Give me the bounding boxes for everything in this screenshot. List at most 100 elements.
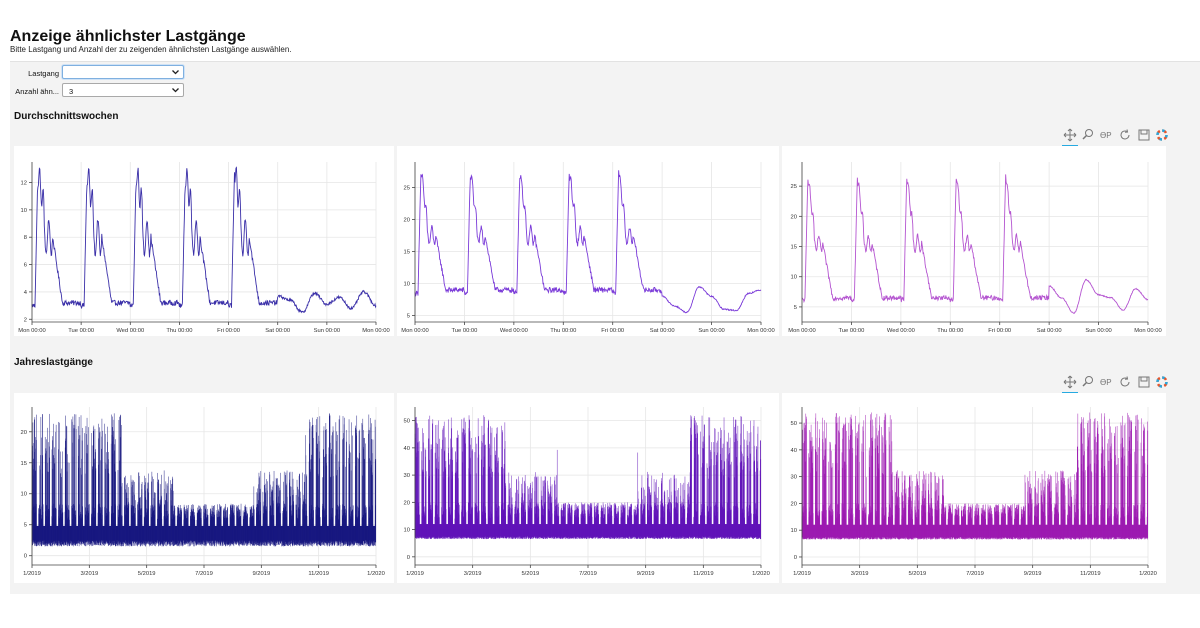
y-tick-label: 20 (21, 430, 27, 436)
x-tick-label: Mon 00:00 (1134, 328, 1161, 334)
x-tick-label: Sat 00:00 (650, 328, 675, 334)
x-tick-label: Thu 00:00 (550, 328, 576, 334)
week-chart-3-svg: 5 10 15 20 25 Mon 00:00 Tue 00:00 Wed 00:00 Thu … (788, 162, 1162, 334)
x-tick-label: Wed 00:00 (500, 328, 528, 334)
page-title: Anzeige ähnlichster Lastgänge (10, 28, 246, 45)
reset-tool[interactable] (1117, 127, 1133, 143)
x-tick-label: 1/2020 (367, 571, 385, 577)
x-tick-label: Wed 00:00 (116, 328, 144, 334)
y-tick-label: 6 (24, 263, 27, 269)
x-tick-label: 5/2019 (138, 571, 156, 577)
y-tick-label: 30 (404, 473, 410, 479)
y-tick-label: 10 (791, 275, 797, 281)
y-tick-label: 20 (791, 501, 797, 507)
x-tick-label: Tue 00:00 (838, 328, 864, 334)
year-chart-2[interactable]: 0 10 20 30 40 50 1/2019 3/2019 5/2019 7/2019 9/201… (397, 393, 779, 583)
box-zoom-icon (1082, 129, 1093, 140)
anzahl-select[interactable]: 3 (62, 83, 184, 97)
x-tick-label: 7/2019 (966, 571, 984, 577)
x-tick-label: Mon 00:00 (401, 328, 428, 334)
week-chart-2[interactable]: 5 10 15 20 25 Mon 00:00 Tue 00:00 Wed 00:00 Thu … (397, 146, 779, 336)
x-tick-label: 1/2019 (793, 571, 811, 577)
x-tick-label: Mon 00:00 (788, 328, 815, 334)
x-tick-label: Sun 00:00 (1085, 328, 1111, 334)
x-tick-label: 1/2019 (406, 571, 424, 577)
save-tool[interactable] (1136, 127, 1152, 143)
reset-tool[interactable] (1117, 374, 1133, 390)
x-tick-label: Thu 00:00 (937, 328, 963, 334)
y-tick-label: 25 (404, 186, 410, 192)
wheel-zoom-tool[interactable]: ƟP (1098, 374, 1114, 390)
y-tick-label: 20 (791, 214, 797, 220)
box-zoom-tool[interactable] (1080, 374, 1096, 390)
x-tick-label: 1/2020 (752, 571, 770, 577)
x-tick-label: 3/2019 (464, 571, 482, 577)
bokeh-logo-icon (1156, 376, 1168, 388)
page-subtitle: Bitte Lastgang und Anzahl der zu zeigend… (10, 45, 292, 54)
bokeh-logo[interactable] (1154, 127, 1170, 143)
y-tick-label: 25 (791, 184, 797, 190)
save-tool[interactable] (1136, 374, 1152, 390)
years-section-title: Jahreslastgänge (14, 357, 93, 368)
y-tick-label: 20 (404, 500, 410, 506)
wheel-zoom-tool[interactable]: ƟP (1098, 127, 1114, 143)
y-tick-label: 10 (791, 528, 797, 534)
box-zoom-tool[interactable] (1080, 127, 1096, 143)
y-tick-label: 50 (791, 421, 797, 427)
anzahl-select-value: 3 (69, 87, 74, 96)
wheel-zoom-icon: ƟP (1100, 378, 1112, 387)
y-tick-label: 30 (791, 475, 797, 481)
x-tick-label: Mon 00:00 (18, 328, 45, 334)
x-tick-label: Sun 00:00 (698, 328, 724, 334)
lastgang-label: Lastgang (28, 69, 59, 78)
year-chart-3[interactable]: 0 10 20 30 40 50 1/2019 3/2019 5/2019 7/2019 9/201… (782, 393, 1166, 583)
y-tick-label: 40 (791, 448, 797, 454)
x-tick-label: 11/2019 (1080, 571, 1101, 577)
week-chart-1-svg: 2 4 6 8 10 12 Mon 00:00 Tue 00:00 Wed 00:00 Thu 0… (18, 162, 390, 334)
chevron-down-icon (172, 70, 179, 75)
week-chart-2-svg: 5 10 15 20 25 Mon 00:00 Tue 00:00 Wed 00:00 Thu … (401, 162, 775, 334)
y-tick-label: 10 (404, 528, 410, 534)
pan-tool[interactable] (1062, 127, 1078, 147)
y-tick-label: 5 (407, 314, 410, 320)
y-tick-label: 0 (794, 555, 797, 561)
x-tick-label: Fri 00:00 (217, 328, 240, 334)
wheel-zoom-text: ƟP (1100, 131, 1112, 140)
bokeh-logo[interactable] (1154, 374, 1170, 390)
anzahl-label: Anzahl ähn... (15, 87, 59, 96)
x-tick-label: Wed 00:00 (887, 328, 915, 334)
x-tick-label: 3/2019 (80, 571, 98, 577)
x-tick-label: Fri 00:00 (601, 328, 624, 334)
y-tick-label: 4 (24, 290, 28, 296)
lastgang-row: Lastgang (10, 65, 210, 81)
series-line (31, 166, 377, 314)
x-tick-label: 9/2019 (637, 571, 655, 577)
x-tick-label: 7/2019 (579, 571, 597, 577)
weeks-section-title: Durchschnittswochen (14, 111, 119, 122)
series-line (414, 170, 762, 314)
y-tick-label: 50 (404, 419, 410, 425)
save-icon (1138, 376, 1150, 388)
lastgang-select[interactable] (62, 65, 184, 79)
weeks-toolbar: ƟP (1062, 127, 1168, 147)
pan-tool[interactable] (1062, 374, 1078, 394)
wheel-zoom-icon: ƟP (1100, 131, 1112, 140)
x-tick-label: Sun 00:00 (314, 328, 340, 334)
reset-icon (1120, 129, 1130, 140)
y-tick-label: 8 (24, 235, 27, 241)
pan-icon (1063, 375, 1077, 389)
week-chart-1[interactable]: 2 4 6 8 10 12 Mon 00:00 Tue 00:00 Wed 00:00 Thu 0… (14, 146, 394, 336)
save-icon (1138, 129, 1150, 141)
week-chart-3[interactable]: 5 10 15 20 25 Mon 00:00 Tue 00:00 Wed 00:00 Thu … (782, 146, 1166, 336)
year-chart-1[interactable]: 0 5 10 15 20 1/2019 3/2019 5/2019 7/2019 9/2019 11… (14, 393, 394, 583)
y-tick-label: 5 (794, 305, 797, 311)
y-tick-label: 15 (791, 245, 797, 251)
y-tick-label: 10 (404, 282, 410, 288)
x-tick-label: Sat 00:00 (265, 328, 290, 334)
y-tick-label: 20 (404, 218, 410, 224)
y-tick-label: 0 (407, 555, 410, 561)
x-tick-label: 1/2019 (23, 571, 41, 577)
reset-icon (1120, 376, 1130, 387)
anzahl-row: Anzahl ähn... 3 (10, 83, 210, 99)
x-tick-label: 9/2019 (252, 571, 270, 577)
